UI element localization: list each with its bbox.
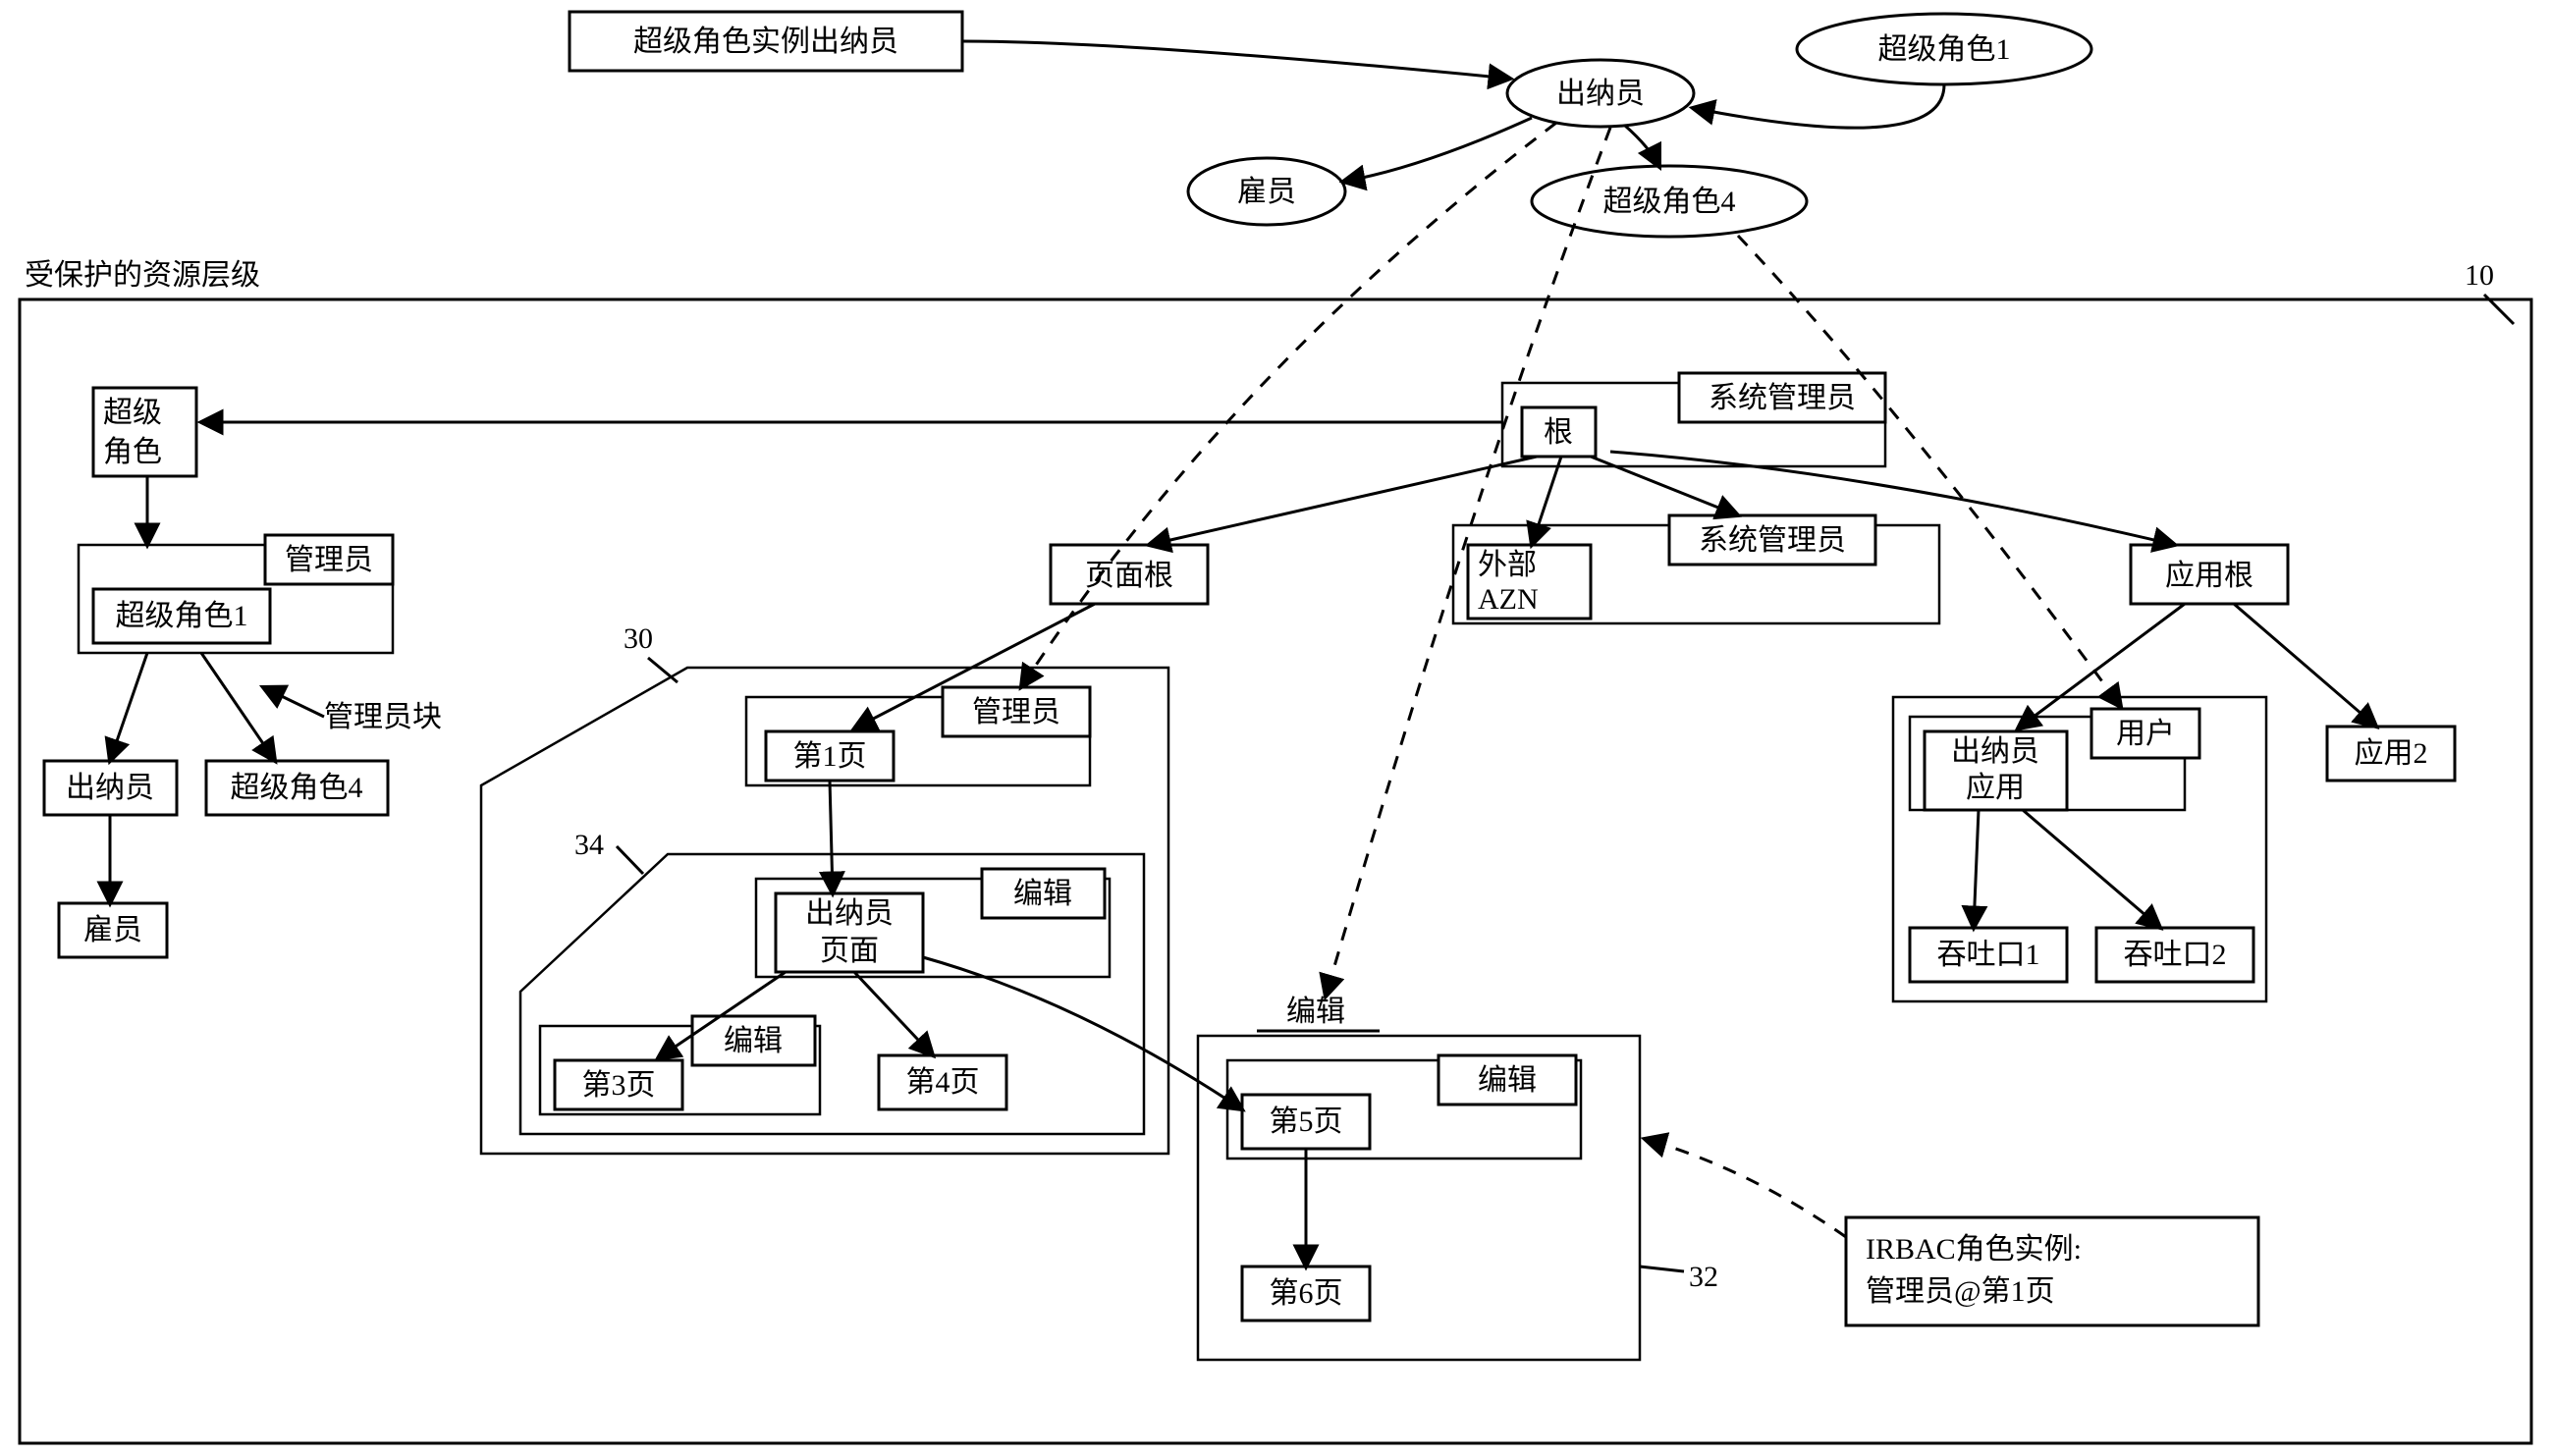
label-topbox: 超级角色实例出纳员 xyxy=(633,26,898,58)
label-num30: 30 xyxy=(624,622,653,655)
label-irbac-l1: IRBAC角色实例: xyxy=(1866,1233,2082,1266)
label-adminLbl1: 管理员 xyxy=(285,544,373,576)
label-superrole-l1: 超级 xyxy=(103,397,162,429)
label-sysadmin: 系统管理员 xyxy=(1699,524,1846,557)
label-appRoot: 应用根 xyxy=(2165,560,2253,592)
label-employeeE: 雇员 xyxy=(1237,176,1296,208)
label-portlet2: 吞吐口2 xyxy=(2124,939,2227,971)
label-editLbl3: 编辑 xyxy=(1478,1064,1537,1097)
label-superrole1e: 超级角色1 xyxy=(1878,33,2011,66)
label-num32: 32 xyxy=(1689,1261,1718,1293)
label-page5: 第5页 xyxy=(1270,1105,1343,1138)
edge-superrole1e-tellerE xyxy=(1693,84,1944,128)
label-titleProtected: 受保护的资源层级 xyxy=(25,259,260,292)
label-root: 根 xyxy=(1544,416,1573,449)
label-portlet1: 吞吐口1 xyxy=(1937,939,2040,971)
label-tellerApp-l1: 出纳员 xyxy=(1951,735,2039,768)
label-app2: 应用2 xyxy=(2355,737,2428,770)
label-adminLbl2: 管理员 xyxy=(972,696,1060,728)
edge-topbox-tellerE xyxy=(962,41,1510,79)
label-sysadminLbl: 系统管理员 xyxy=(1709,382,1856,414)
label-superrole1: 超级角色1 xyxy=(116,600,248,632)
label-page4: 第4页 xyxy=(906,1066,980,1099)
label-employeeB: 雇员 xyxy=(83,914,142,946)
label-num10: 10 xyxy=(2465,259,2494,292)
label-tellerB: 出纳员 xyxy=(66,772,154,804)
label-adminBlock: 管理员块 xyxy=(324,701,442,733)
label-editLbl2: 编辑 xyxy=(724,1025,783,1057)
label-editLbl1: 编辑 xyxy=(1013,878,1072,910)
label-irbac-l2: 管理员@第1页 xyxy=(1866,1275,2055,1308)
label-superrole4: 超级角色4 xyxy=(231,772,363,804)
label-tellerPage-l1: 出纳员 xyxy=(805,897,894,930)
label-extAZN-l1: 外部 xyxy=(1478,549,1537,581)
label-superrole-l2: 角色 xyxy=(103,436,162,468)
label-tellerPage-l2: 页面 xyxy=(820,935,879,967)
label-editTxt: 编辑 xyxy=(1286,996,1345,1028)
label-userLbl: 用户 xyxy=(2116,718,2175,750)
label-page6: 第6页 xyxy=(1270,1277,1343,1310)
label-num34: 34 xyxy=(574,829,604,861)
label-page1: 第1页 xyxy=(793,740,867,773)
label-extAZN-l2: AZN xyxy=(1478,583,1539,616)
label-tellerApp-l2: 应用 xyxy=(1966,772,2025,804)
label-superrole4e: 超级角色4 xyxy=(1603,186,1736,218)
edge-tellerE-employeeE xyxy=(1343,118,1532,182)
diagram-canvas: 超级角色实例出纳员 超级角色1 出纳员 雇员 超级角色4 受保护的资源层级 10… xyxy=(0,0,2551,1456)
label-page3: 第3页 xyxy=(582,1069,656,1102)
label-tellerE: 出纳员 xyxy=(1556,78,1645,110)
edge-tellerE-superrole4e xyxy=(1625,126,1659,167)
